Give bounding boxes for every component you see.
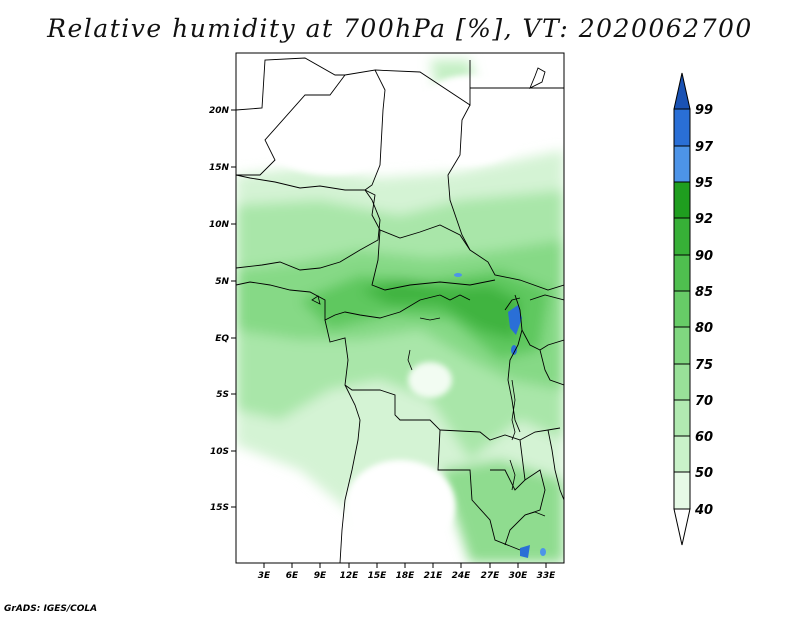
colorbar-segment-75-80 [673, 326, 691, 365]
colorbar-label-85: 85 [695, 285, 713, 300]
lat-label-15n: 15N [209, 163, 230, 173]
blue-high-humidity-spots [454, 273, 546, 558]
lon-label-21e: 21E [424, 571, 444, 581]
lon-label-30e: 30E [509, 571, 529, 581]
colorbar-segment-70-75 [673, 363, 691, 401]
colorbar-label-90: 90 [695, 249, 713, 264]
colorbar-label-50: 50 [695, 466, 713, 481]
lat-label-5s: 5S [216, 390, 229, 400]
lat-label-10s: 10S [210, 447, 229, 457]
colorbar-label-95: 95 [695, 176, 713, 191]
country-borders [236, 57, 564, 563]
colorbar-segment-85-90 [673, 254, 691, 292]
colorbar-label-92: 92 [695, 212, 713, 227]
colorbar-segment-40-50 [673, 471, 691, 510]
colorbar-segment-below-40 [673, 508, 691, 546]
lat-label-20n: 20N [209, 106, 230, 116]
lon-label-18e: 18E [396, 571, 416, 581]
colorbar-segment-50-60 [673, 435, 691, 473]
lat-label-eq: EQ [215, 334, 229, 344]
colorbar-segment-above-99 [673, 72, 691, 110]
lat-label-5n: 5N [215, 277, 229, 287]
lakes-and-rivers [311, 295, 546, 517]
chart-title: Relative humidity at 700hPa [%], VT: 202… [47, 14, 753, 43]
dry-patch-congo [408, 362, 452, 398]
lon-label-24e: 24E [452, 571, 472, 581]
colorbar-label-70: 70 [695, 394, 713, 409]
dry-patch-angola [345, 460, 455, 550]
lon-label-27e: 27E [481, 571, 501, 581]
lon-label-12e: 12E [340, 571, 360, 581]
colorbar-label-97: 97 [695, 140, 714, 155]
humidity-band-wet [360, 280, 520, 340]
lon-label-3e: 3E [258, 571, 271, 581]
humidity-field [236, 53, 564, 563]
dry-patch-sahara [250, 65, 410, 175]
map-frame [235, 52, 565, 564]
colorbar [673, 72, 691, 546]
lon-label-9e: 9E [314, 571, 327, 581]
lon-label-15e: 15E [368, 571, 388, 581]
software-credit: GrADS: IGES/COLA [4, 604, 98, 614]
colorbar-segment-90-92 [673, 217, 691, 256]
colorbar-label-60: 60 [695, 430, 713, 445]
colorbar-segment-95-97 [673, 145, 691, 183]
dry-patch-sahara-east [410, 75, 530, 165]
lat-label-10n: 10N [209, 220, 230, 230]
colorbar-segment-92-95 [673, 181, 691, 219]
colorbar-label-40: 40 [694, 503, 713, 518]
lon-label-6e: 6E [286, 571, 299, 581]
lon-label-33e: 33E [537, 571, 557, 581]
colorbar-segment-60-70 [673, 399, 691, 437]
colorbar-label-75: 75 [695, 358, 713, 373]
colorbar-segment-80-85 [673, 290, 691, 328]
axis-ticks [231, 109, 547, 568]
colorbar-label-99: 99 [695, 103, 713, 118]
colorbar-segment-97-99 [673, 108, 691, 147]
lat-label-15s: 15S [210, 503, 229, 513]
colorbar-label-80: 80 [695, 321, 713, 336]
